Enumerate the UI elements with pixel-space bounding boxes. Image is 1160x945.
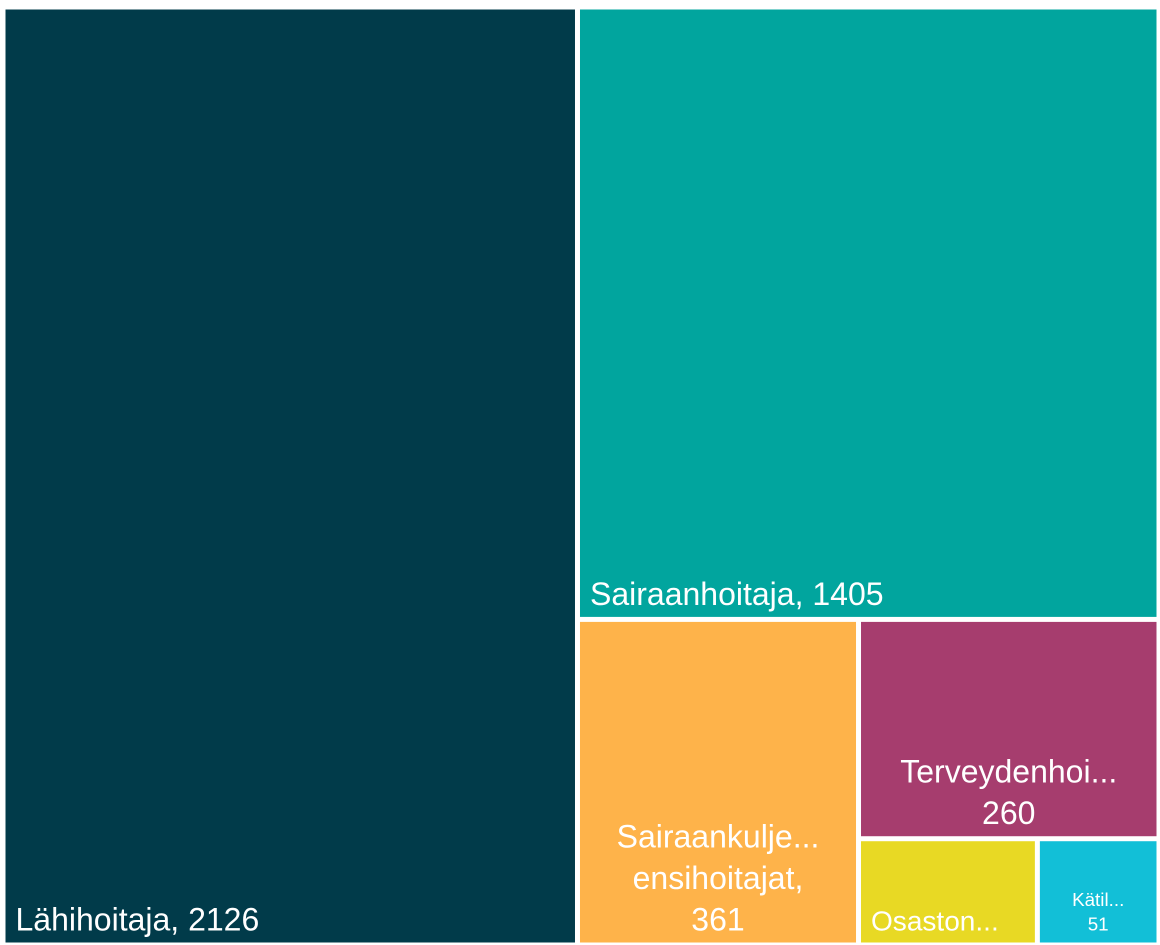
tile bbox=[579, 9, 1157, 617]
tile-label: 260 bbox=[982, 795, 1035, 831]
tile-label: 361 bbox=[691, 902, 744, 938]
tile-label: Terveydenhoi... bbox=[900, 754, 1117, 790]
tile-label: Kätil... bbox=[1072, 889, 1124, 910]
tile bbox=[861, 621, 1157, 837]
tile bbox=[1039, 841, 1157, 943]
tile bbox=[5, 9, 575, 943]
tile-label: Lähihoitaja, 2126 bbox=[16, 902, 260, 938]
tile-label: 51 bbox=[1088, 914, 1109, 935]
tile-label: Osaston... bbox=[871, 906, 999, 937]
tile-label: Sairaanhoitaja, 1405 bbox=[590, 576, 884, 612]
tile bbox=[861, 841, 1035, 943]
tile-label: Sairaankulje... bbox=[617, 818, 820, 854]
tile-label: ensihoitajat, bbox=[633, 860, 804, 896]
tile bbox=[579, 621, 857, 943]
